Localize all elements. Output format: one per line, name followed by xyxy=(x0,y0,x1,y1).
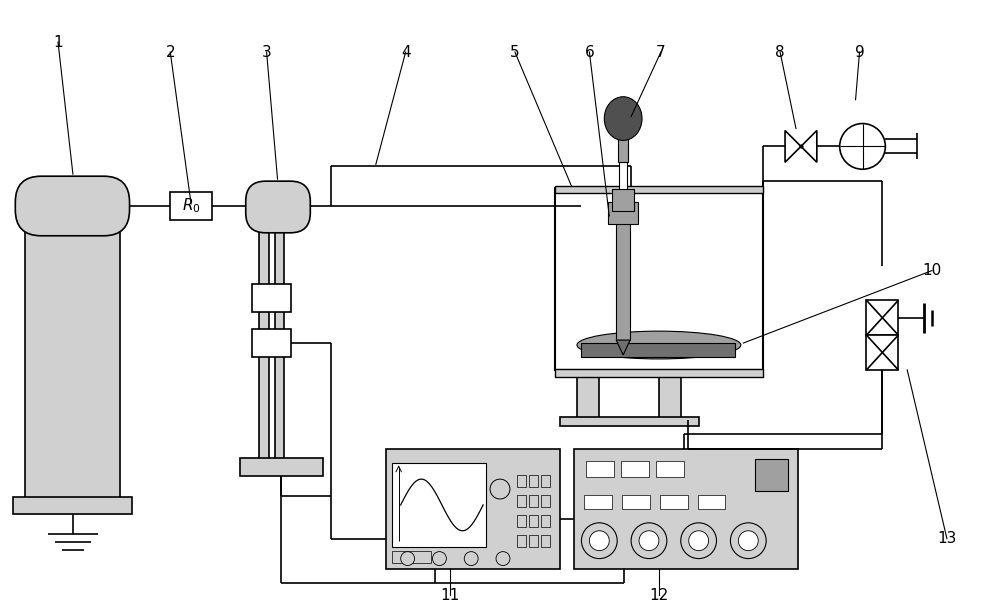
Circle shape xyxy=(730,523,766,559)
Bar xyxy=(541,534,550,547)
Circle shape xyxy=(496,551,510,565)
Bar xyxy=(517,475,526,487)
Bar xyxy=(755,459,788,491)
Polygon shape xyxy=(616,340,630,355)
Bar xyxy=(659,376,681,419)
Bar xyxy=(13,497,132,514)
Bar xyxy=(529,495,538,507)
Bar xyxy=(584,495,612,509)
Bar xyxy=(555,188,763,370)
Circle shape xyxy=(490,479,510,499)
Text: 4: 4 xyxy=(401,45,410,59)
Bar xyxy=(240,458,323,476)
Text: 12: 12 xyxy=(649,588,669,603)
Bar xyxy=(866,301,898,335)
Bar xyxy=(656,461,684,477)
Polygon shape xyxy=(801,130,817,162)
Bar xyxy=(541,495,550,507)
Bar xyxy=(392,551,431,562)
Bar xyxy=(529,475,538,487)
Polygon shape xyxy=(785,130,801,162)
Bar xyxy=(577,376,599,419)
Text: 10: 10 xyxy=(922,263,942,278)
Circle shape xyxy=(631,523,667,559)
Text: 2: 2 xyxy=(165,45,175,59)
Bar xyxy=(517,495,526,507)
Ellipse shape xyxy=(840,124,885,169)
Text: 8: 8 xyxy=(775,45,785,59)
Bar xyxy=(560,416,699,427)
Text: 3: 3 xyxy=(262,45,271,59)
Bar xyxy=(517,515,526,527)
Circle shape xyxy=(738,531,758,551)
Bar xyxy=(621,461,649,477)
Bar xyxy=(619,162,627,202)
Bar xyxy=(25,181,120,499)
Bar xyxy=(541,475,550,487)
Bar xyxy=(386,449,560,568)
Bar xyxy=(581,343,735,357)
Bar xyxy=(392,463,486,547)
Circle shape xyxy=(589,531,609,551)
Bar xyxy=(555,369,763,377)
Bar xyxy=(252,329,291,357)
Circle shape xyxy=(681,523,717,559)
Text: 7: 7 xyxy=(656,45,666,59)
Text: $R_0$: $R_0$ xyxy=(182,196,200,215)
Bar xyxy=(622,495,650,509)
Text: 5: 5 xyxy=(510,45,520,59)
Ellipse shape xyxy=(577,331,741,359)
Circle shape xyxy=(464,551,478,565)
Bar xyxy=(555,186,763,193)
Bar xyxy=(275,231,284,459)
Text: 11: 11 xyxy=(441,588,460,603)
Bar xyxy=(560,193,758,365)
Bar xyxy=(608,202,638,224)
Circle shape xyxy=(639,531,659,551)
Bar xyxy=(574,449,798,568)
Bar xyxy=(698,495,725,509)
Text: 6: 6 xyxy=(585,45,594,59)
Text: 9: 9 xyxy=(855,45,864,59)
Bar xyxy=(529,534,538,547)
Bar xyxy=(170,192,212,220)
Text: 1: 1 xyxy=(53,35,63,50)
Bar xyxy=(612,189,634,211)
FancyBboxPatch shape xyxy=(246,181,310,233)
Circle shape xyxy=(581,523,617,559)
Bar xyxy=(586,461,614,477)
Bar xyxy=(252,284,291,312)
FancyBboxPatch shape xyxy=(15,176,130,236)
Bar xyxy=(541,515,550,527)
Circle shape xyxy=(432,551,446,565)
Bar xyxy=(616,216,630,340)
Bar xyxy=(866,335,898,370)
Bar xyxy=(517,534,526,547)
Bar xyxy=(618,135,628,162)
Circle shape xyxy=(689,531,709,551)
Circle shape xyxy=(401,551,415,565)
Ellipse shape xyxy=(604,97,642,141)
Text: 13: 13 xyxy=(937,531,957,546)
Bar xyxy=(259,231,269,459)
Bar xyxy=(660,495,688,509)
Bar xyxy=(529,515,538,527)
